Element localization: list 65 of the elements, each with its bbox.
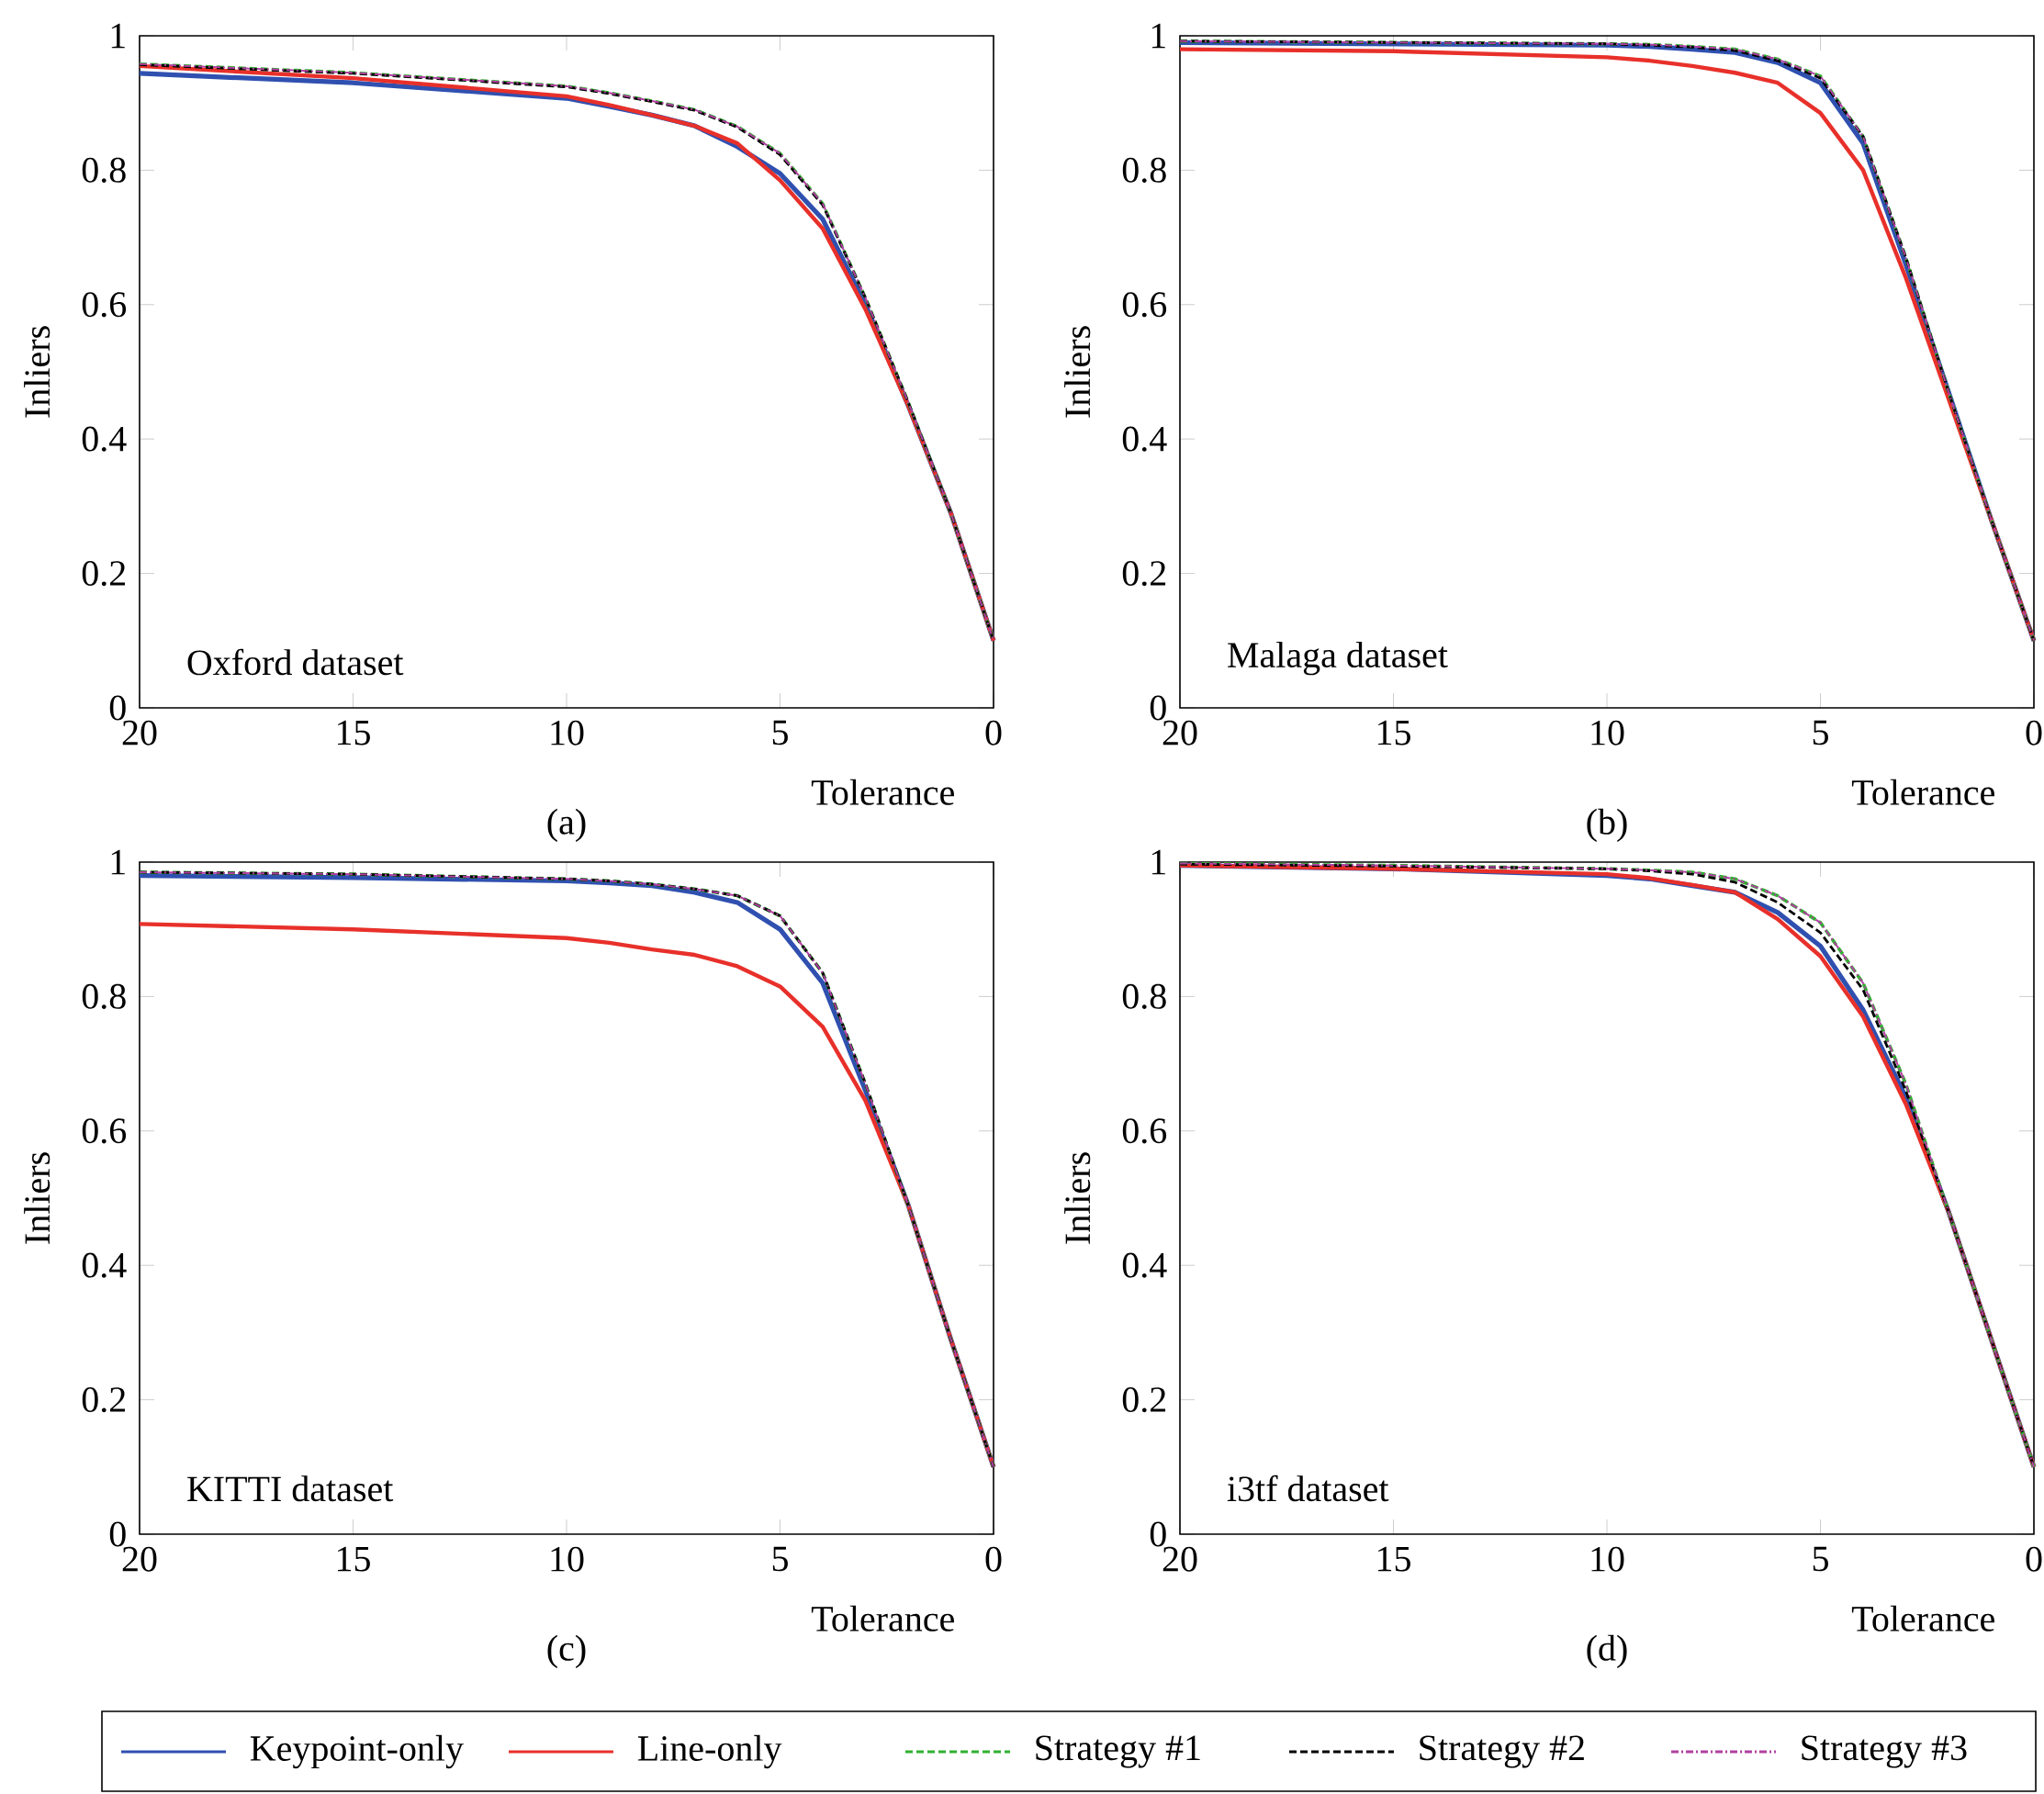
x-tick-label: 15 (1378, 720, 1410, 746)
y-tick-label: 0.8 (82, 157, 126, 183)
y-tick-label: 0.6 (1122, 292, 1167, 318)
x-tick-label: 10 (1591, 720, 1624, 746)
legend-label: Keypoint-only (250, 1734, 464, 1769)
y-tick-label: 1 (111, 23, 125, 49)
y-tick-label: 0 (1150, 695, 1166, 721)
annotation: Oxford dataset (187, 648, 404, 676)
x-tick-label: 15 (338, 720, 370, 746)
annotation: i3tf dataset (1227, 1474, 1389, 1502)
x-tick-label: 15 (338, 1546, 370, 1572)
y-axis-title: Inliers (24, 1152, 51, 1244)
y-tick-label: 0.4 (1122, 426, 1167, 452)
x-tick-label: 5 (1813, 720, 1828, 746)
x-tick-label: 0 (2026, 1546, 2042, 1572)
x-tick-label: 0 (985, 720, 1002, 746)
text: (c) (547, 1634, 586, 1668)
y-tick-label: 1 (1151, 23, 1165, 49)
text: (d) (1587, 1634, 1627, 1668)
text: (a) (547, 808, 586, 842)
y-axis-title: Inliers (1064, 1152, 1091, 1244)
x-tick-label: 20 (122, 720, 157, 746)
y-tick-label: 0 (1150, 1521, 1166, 1547)
y-tick-label: 0.4 (1122, 1252, 1167, 1278)
x-tick-label: 20 (1162, 720, 1197, 746)
x-tick-label: 0 (985, 1546, 1002, 1572)
annotation: KITTI dataset (187, 1475, 394, 1502)
y-tick-label: 0.2 (82, 1387, 126, 1413)
y-tick-label: 0 (109, 695, 126, 721)
y-tick-label: 0 (109, 1521, 126, 1547)
x-axis-title: Tolerance (811, 1605, 954, 1631)
y-tick-label: 0.2 (82, 561, 126, 587)
x-axis-title: Tolerance (811, 779, 954, 805)
legend-label: Line-only (637, 1734, 782, 1769)
x-axis-title: Tolerance (1851, 779, 1994, 805)
x-tick-label: 5 (772, 720, 788, 746)
y-tick-label: 0.6 (82, 1118, 127, 1144)
y-tick-label: 0.4 (82, 1252, 127, 1278)
x-tick-label: 10 (551, 720, 584, 746)
x-tick-label: 20 (122, 1546, 157, 1572)
y-axis-title: Inliers (1064, 326, 1091, 418)
x-tick-label: 20 (1162, 1546, 1197, 1572)
x-tick-label: 15 (1378, 1546, 1410, 1572)
y-tick-label: 0.4 (82, 426, 127, 452)
x-tick-label: 10 (1591, 1546, 1624, 1572)
text: (b) (1587, 808, 1627, 842)
legend-label: Strategy #3 (1802, 1735, 1967, 1768)
y-tick-label: 0.6 (1122, 1118, 1167, 1144)
legend-label: Strategy #2 (1420, 1735, 1584, 1768)
x-tick-label: 10 (551, 1546, 584, 1572)
y-tick-label: 1 (1151, 849, 1165, 875)
x-axis-title: Tolerance (1851, 1605, 1994, 1631)
y-tick-label: 0.2 (1122, 561, 1166, 587)
y-tick-label: 1 (111, 849, 125, 875)
x-tick-label: 5 (1813, 1546, 1828, 1572)
y-tick-label: 0.8 (82, 983, 126, 1009)
y-tick-label: 0.2 (1122, 1387, 1166, 1413)
y-tick-label: 0.8 (1122, 983, 1166, 1009)
x-tick-label: 5 (772, 1546, 788, 1572)
y-tick-label: 0.6 (82, 292, 127, 318)
legend-label: Strategy #1 (1036, 1735, 1200, 1768)
y-tick-label: 0.8 (1122, 157, 1166, 183)
y-axis-title: Inliers (24, 326, 51, 418)
annotation: Malaga dataset (1228, 641, 1448, 676)
x-tick-label: 0 (2026, 720, 2042, 746)
